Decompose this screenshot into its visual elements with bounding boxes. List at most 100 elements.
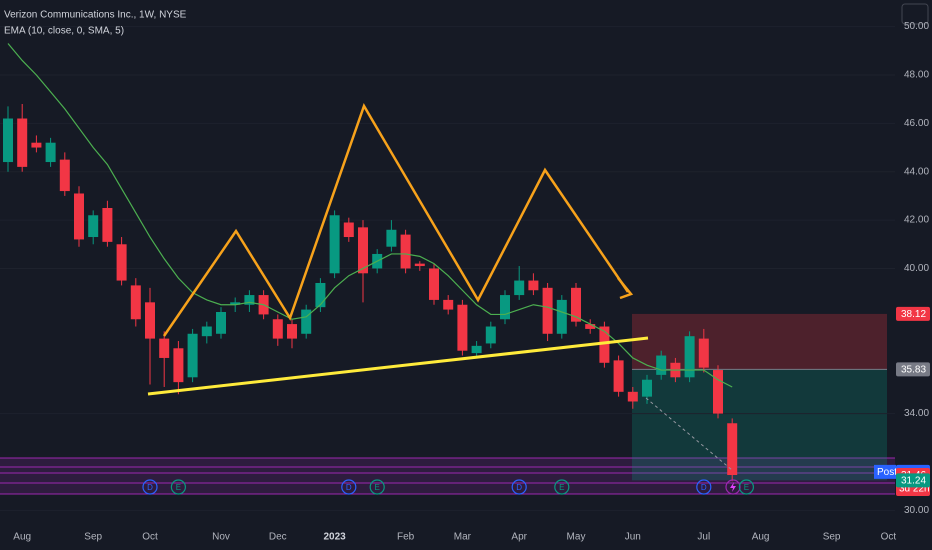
x-tick-label: Feb — [397, 532, 415, 543]
candle-body — [514, 280, 525, 296]
arrow-head — [617, 277, 634, 300]
x-tick-label: Jul — [697, 532, 710, 543]
candle-body — [201, 326, 212, 337]
ema-line — [7, 43, 733, 388]
risk-zone — [632, 313, 887, 370]
candle-body — [88, 215, 99, 238]
x-tick-label: Jun — [625, 532, 641, 543]
y-tick-label: 48.00 — [904, 70, 929, 81]
x-tick-label: Dec — [269, 532, 287, 543]
x-tick-label: Sep — [84, 532, 102, 543]
y-tick-label: 44.00 — [904, 166, 929, 177]
candle-body — [528, 280, 539, 291]
candle-body — [698, 338, 709, 368]
candle-body — [656, 355, 667, 375]
x-tick-label: May — [567, 532, 586, 543]
y-tick-label: 34.00 — [904, 408, 929, 419]
price-badge-label: 35.83 — [901, 364, 926, 375]
candle-body — [400, 234, 411, 269]
candle-body — [272, 319, 283, 339]
event-label: D — [701, 483, 707, 492]
candle-body — [613, 360, 624, 392]
event-icon — [696, 479, 712, 495]
x-tick-label: Mar — [454, 532, 472, 543]
event-label: D — [346, 483, 352, 492]
candle-body — [244, 295, 255, 305]
icon-bolt — [730, 482, 736, 492]
event-icon — [142, 479, 158, 495]
event-icon — [511, 479, 527, 495]
candle-body — [457, 304, 468, 351]
candle-body — [443, 299, 454, 310]
y-tick-label: 42.00 — [904, 215, 929, 226]
reward-zone — [632, 369, 887, 481]
candle-body — [713, 370, 723, 414]
candle-body — [159, 338, 170, 358]
candle-body — [642, 379, 652, 397]
event-label: E — [559, 483, 564, 492]
candle-body — [556, 299, 567, 334]
candle-body — [329, 215, 340, 274]
candle-body — [17, 118, 28, 167]
candle-body — [301, 309, 312, 334]
candle-body — [684, 336, 695, 378]
position-box — [632, 313, 887, 481]
axis-button[interactable] — [901, 3, 929, 25]
candle-body — [386, 229, 397, 247]
price-badge — [896, 473, 930, 488]
post-label: Post — [877, 467, 897, 478]
countdown-label: 3d 22h — [899, 484, 930, 495]
candle-body — [230, 302, 241, 305]
x-tick-label: Sep — [823, 532, 841, 543]
event-icon — [738, 479, 755, 495]
x-tick-label: 2023 — [323, 532, 346, 543]
chart-title: Verizon Communications Inc., 1W, NYSE — [4, 10, 187, 21]
x-tick-label: Aug — [13, 532, 31, 543]
event-label: E — [176, 483, 181, 492]
x-tick-label: Apr — [511, 532, 527, 543]
candle-body — [287, 324, 297, 339]
indicator-label: EMA (10, close, 0, SMA, 5) — [4, 26, 124, 37]
candle-body — [187, 333, 198, 378]
candle-body — [145, 302, 155, 339]
event-label: D — [516, 483, 522, 492]
x-tick-label: Oct — [881, 532, 897, 543]
price-badge-label: 38.12 — [901, 309, 926, 320]
y-tick-label: 30.00 — [904, 505, 929, 516]
price-badge — [896, 306, 930, 321]
candle-body — [216, 312, 226, 334]
candle-body — [102, 208, 113, 242]
candle-body — [45, 142, 56, 163]
y-tick-label: 46.00 — [904, 118, 929, 129]
price-axis — [896, 0, 932, 520]
candle-body — [315, 282, 326, 308]
candle-body — [727, 423, 738, 476]
x-tick-label: Oct — [142, 532, 158, 543]
event-icon — [554, 479, 570, 495]
candle-body — [429, 268, 439, 300]
price-badge — [896, 362, 930, 377]
candle-body — [343, 222, 354, 238]
x-tick-label: Aug — [752, 532, 770, 543]
candle-body — [542, 287, 553, 334]
plot — [0, 26, 895, 511]
candle-body — [358, 227, 368, 274]
event-label: D — [147, 483, 153, 492]
candle-body — [173, 348, 184, 383]
y-tick-label: 40.00 — [904, 263, 929, 274]
neckline — [147, 336, 649, 396]
x-tick-label: Nov — [212, 532, 230, 543]
event-label: E — [744, 483, 749, 492]
dashed-path — [645, 397, 733, 471]
candle-body — [31, 142, 42, 148]
candle-body — [599, 326, 610, 363]
candle-body — [116, 244, 127, 281]
candle-body — [500, 295, 510, 320]
candle-body — [485, 326, 496, 344]
event-icon — [369, 479, 385, 495]
y-tick-label: 50.00 — [904, 21, 929, 32]
event-icon — [170, 479, 186, 495]
candle-body — [627, 391, 638, 402]
